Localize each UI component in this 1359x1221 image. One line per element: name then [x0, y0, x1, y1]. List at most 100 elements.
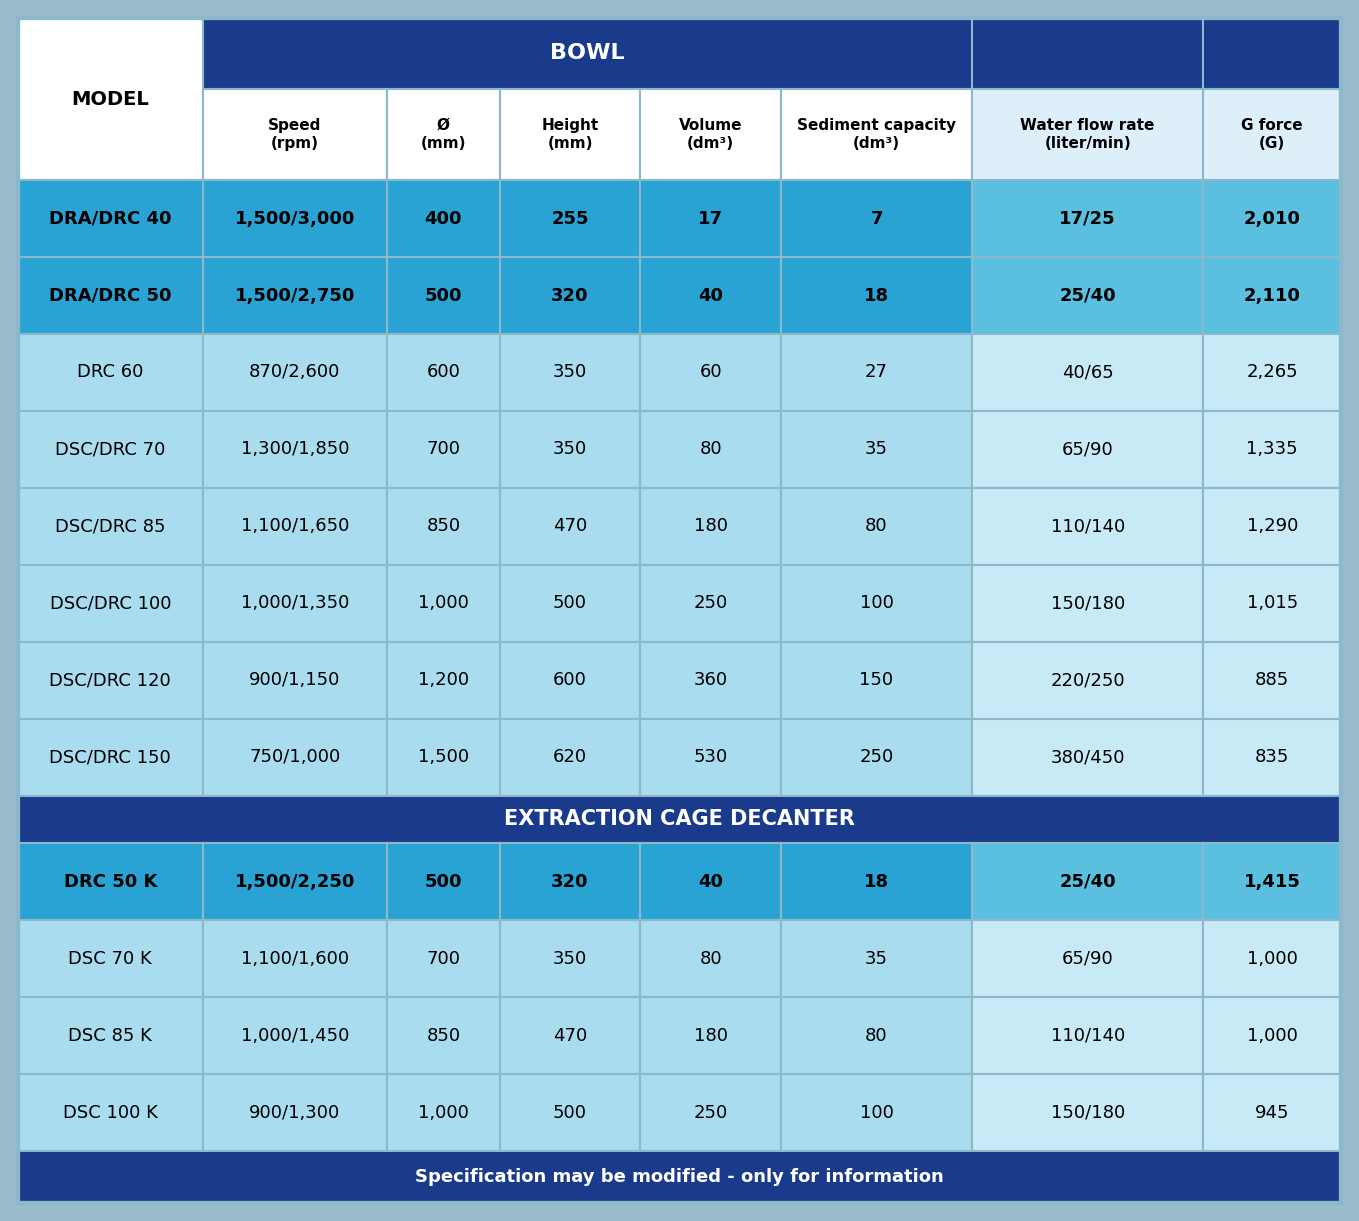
Bar — [781, 719, 972, 796]
Bar — [500, 642, 640, 719]
Text: 500: 500 — [424, 287, 462, 304]
Text: 220/250: 220/250 — [1051, 672, 1125, 689]
Bar — [781, 1074, 972, 1151]
Text: 835: 835 — [1254, 748, 1290, 766]
Bar — [18, 796, 1341, 844]
Text: 1,000/1,350: 1,000/1,350 — [241, 595, 349, 612]
Bar — [387, 921, 500, 998]
Text: DSC/DRC 70: DSC/DRC 70 — [56, 441, 166, 458]
Text: 255: 255 — [552, 210, 588, 227]
Text: 150/180: 150/180 — [1051, 1104, 1125, 1122]
Text: 17: 17 — [699, 210, 723, 227]
Text: 530: 530 — [693, 748, 728, 766]
Bar — [500, 565, 640, 642]
Bar — [640, 844, 781, 921]
Bar — [387, 89, 500, 181]
Bar — [202, 642, 387, 719]
Text: 350: 350 — [553, 364, 587, 381]
Bar — [972, 89, 1203, 181]
Bar — [18, 258, 202, 335]
Bar — [640, 411, 781, 488]
Text: 320: 320 — [552, 287, 588, 304]
Bar — [202, 1074, 387, 1151]
Text: DSC/DRC 150: DSC/DRC 150 — [49, 748, 171, 766]
Text: 110/140: 110/140 — [1051, 518, 1125, 535]
Bar — [640, 1074, 781, 1151]
Bar — [1203, 844, 1341, 921]
Text: 620: 620 — [553, 748, 587, 766]
Text: 1,000: 1,000 — [419, 595, 469, 612]
Bar — [972, 719, 1203, 796]
Bar — [972, 565, 1203, 642]
Bar — [781, 181, 972, 258]
Bar — [387, 411, 500, 488]
Bar — [1203, 258, 1341, 335]
Bar — [781, 488, 972, 565]
Bar — [387, 642, 500, 719]
Text: 250: 250 — [693, 1104, 728, 1122]
Bar — [18, 335, 202, 411]
Bar — [18, 1074, 202, 1151]
Bar — [202, 998, 387, 1074]
Bar — [202, 18, 972, 89]
Bar — [202, 89, 387, 181]
Text: 600: 600 — [427, 364, 461, 381]
Bar — [18, 411, 202, 488]
Bar — [202, 335, 387, 411]
Text: 1,500/2,250: 1,500/2,250 — [235, 873, 355, 891]
Text: 40: 40 — [699, 287, 723, 304]
Bar — [640, 642, 781, 719]
Bar — [18, 1151, 1341, 1203]
Bar — [640, 181, 781, 258]
Text: 700: 700 — [427, 441, 461, 458]
Text: 7: 7 — [870, 210, 883, 227]
Bar — [972, 844, 1203, 921]
Bar — [972, 411, 1203, 488]
Text: 1,100/1,600: 1,100/1,600 — [241, 950, 349, 968]
Text: BOWL: BOWL — [550, 43, 625, 63]
Text: 1,000: 1,000 — [1246, 950, 1298, 968]
Text: 80: 80 — [866, 1027, 887, 1045]
Bar — [202, 844, 387, 921]
Text: Volume
(dm³): Volume (dm³) — [680, 117, 742, 151]
Bar — [500, 1074, 640, 1151]
Bar — [202, 258, 387, 335]
Bar — [781, 411, 972, 488]
Bar — [1203, 181, 1341, 258]
Text: 35: 35 — [866, 950, 887, 968]
Bar — [387, 258, 500, 335]
Text: 470: 470 — [553, 518, 587, 535]
Text: 500: 500 — [424, 873, 462, 891]
Text: 35: 35 — [866, 441, 887, 458]
Bar — [972, 181, 1203, 258]
Text: 1,200: 1,200 — [417, 672, 469, 689]
Text: 150/180: 150/180 — [1051, 595, 1125, 612]
Bar — [387, 181, 500, 258]
Bar — [387, 719, 500, 796]
Text: 360: 360 — [693, 672, 728, 689]
Text: 900/1,150: 900/1,150 — [249, 672, 341, 689]
Bar — [781, 844, 972, 921]
Bar — [972, 642, 1203, 719]
Text: 2,010: 2,010 — [1243, 210, 1301, 227]
Bar — [972, 998, 1203, 1074]
Bar — [1203, 921, 1341, 998]
Text: DRC 50 K: DRC 50 K — [64, 873, 156, 891]
Bar — [500, 411, 640, 488]
Bar — [972, 18, 1203, 89]
Text: Speed
(rpm): Speed (rpm) — [268, 117, 322, 151]
Bar — [18, 921, 202, 998]
Bar — [972, 258, 1203, 335]
Text: DRA/DRC 50: DRA/DRC 50 — [49, 287, 171, 304]
Bar — [500, 921, 640, 998]
Text: DSC 70 K: DSC 70 K — [68, 950, 152, 968]
Bar — [18, 642, 202, 719]
Text: 1,500/3,000: 1,500/3,000 — [235, 210, 355, 227]
Bar — [1203, 719, 1341, 796]
Bar — [640, 921, 781, 998]
Text: G force
(G): G force (G) — [1241, 117, 1303, 151]
Bar — [18, 565, 202, 642]
Text: EXTRACTION CAGE DECANTER: EXTRACTION CAGE DECANTER — [504, 810, 855, 829]
Text: Ø
(mm): Ø (mm) — [421, 117, 466, 151]
Bar — [781, 921, 972, 998]
